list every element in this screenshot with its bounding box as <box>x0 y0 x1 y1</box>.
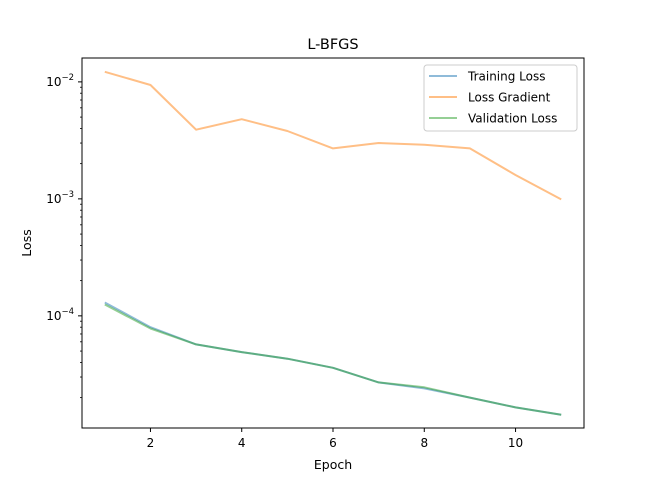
series-layer <box>104 70 562 416</box>
legend-label: Validation Loss <box>468 112 557 126</box>
x-axis: 2 4 6 8 10 <box>147 428 523 450</box>
y-axis: 10−4 10−3 10−2 <box>46 73 82 399</box>
series-line-loss-gradient <box>104 70 562 201</box>
x-tick-label: 8 <box>420 436 428 450</box>
legend-label: Loss Gradient <box>468 91 551 105</box>
legend: Training Loss Loss Gradient Validation Los… <box>423 64 578 132</box>
y-tick-label: 10−2 <box>46 73 74 89</box>
y-axis-label: Loss <box>19 229 34 256</box>
legend-box <box>423 64 578 132</box>
y-tick-label: 10−4 <box>46 307 74 323</box>
x-axis-label: Epoch <box>314 457 352 472</box>
x-tick-label: 4 <box>238 436 246 450</box>
x-tick-label: 6 <box>329 436 337 450</box>
x-tick-label: 2 <box>147 436 155 450</box>
x-tick-label: 10 <box>508 436 523 450</box>
chart-title: L-BFGS <box>307 37 358 53</box>
y-tick-label: 10−3 <box>46 190 74 206</box>
legend-label: Training Loss <box>467 70 545 84</box>
series-line-validation-loss <box>104 303 562 416</box>
